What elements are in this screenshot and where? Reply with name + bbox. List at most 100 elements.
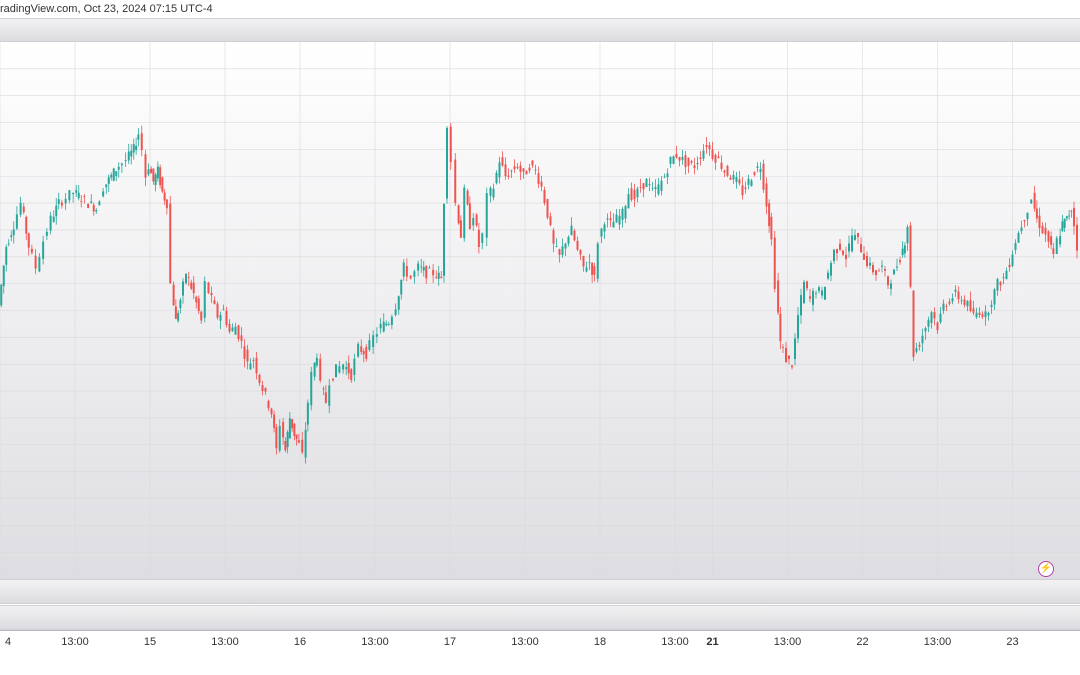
candle-down	[687, 157, 690, 166]
candle-up	[95, 210, 98, 212]
candle-down	[1047, 231, 1050, 242]
candle-up	[379, 323, 382, 329]
candle-up	[645, 178, 648, 188]
lightning-icon[interactable]: ⚡	[1038, 561, 1054, 577]
candle-down	[258, 374, 261, 384]
candle-down	[537, 173, 540, 184]
candle-down	[978, 312, 981, 315]
candle-down	[324, 392, 327, 403]
candle-down	[501, 157, 504, 166]
candle-down	[362, 351, 365, 355]
candle-up	[672, 156, 675, 164]
x-tick-label: 13:00	[923, 636, 952, 648]
candle-down	[322, 388, 325, 390]
candle-up	[15, 214, 18, 229]
candle-up	[1055, 238, 1058, 254]
candle-up	[627, 194, 630, 209]
candle-up	[394, 309, 397, 315]
candle-up	[797, 315, 799, 339]
candle-up	[735, 176, 738, 183]
candle-up	[77, 192, 80, 199]
candle-up	[315, 357, 318, 366]
candle-down	[34, 255, 37, 269]
candle-up	[288, 418, 291, 439]
candle-down	[909, 225, 912, 287]
candle-up	[1005, 270, 1008, 280]
candle-down	[1023, 219, 1026, 222]
time-axis-line	[0, 630, 1080, 631]
candle-down	[878, 270, 880, 272]
candle-up	[328, 385, 331, 406]
candle-up	[182, 281, 184, 296]
candle-up	[666, 173, 669, 178]
candle-down	[788, 355, 790, 359]
candle-down	[449, 126, 452, 163]
candle-up	[249, 363, 252, 370]
candle-up	[750, 180, 753, 187]
candle-down	[477, 229, 480, 247]
candle-up	[345, 367, 348, 370]
candle-up	[72, 192, 75, 195]
candle-up	[993, 289, 996, 305]
candle-up	[1017, 232, 1020, 243]
candle-up	[286, 431, 289, 448]
candle-up	[124, 160, 127, 162]
candle-up	[903, 245, 906, 254]
candle-down	[267, 400, 270, 409]
candle-down	[726, 165, 729, 176]
candle-up	[64, 198, 67, 204]
candle-down	[516, 166, 519, 169]
candle-down	[765, 183, 768, 207]
candle-up	[304, 429, 307, 458]
candle-up	[219, 314, 222, 321]
candle-up	[893, 269, 895, 275]
x-tick-label: 13:00	[361, 636, 389, 648]
candle-down	[237, 325, 240, 339]
candle-up	[651, 188, 654, 190]
price-chart[interactable]	[0, 42, 1080, 579]
vertical-gridlines	[0, 42, 1013, 579]
candle-down	[738, 179, 741, 184]
candle-down	[454, 159, 457, 203]
candle-up	[234, 326, 237, 335]
candle-down	[806, 281, 808, 289]
candle-down	[912, 290, 915, 357]
x-tick-label: 16	[293, 636, 307, 648]
candle-up	[1014, 243, 1017, 250]
candle-down	[936, 322, 939, 331]
candle-down	[642, 183, 645, 190]
candle-up	[75, 190, 78, 193]
x-tick-label: 13:00	[661, 636, 689, 648]
candle-up	[55, 205, 58, 217]
candle-down	[741, 185, 744, 196]
candle-down	[261, 385, 264, 391]
candle-up	[156, 166, 159, 179]
candle-up	[800, 295, 802, 316]
candle-up	[851, 235, 853, 252]
candle-up	[696, 162, 699, 165]
x-tick-label: 13:00	[61, 636, 89, 648]
candle-down	[432, 269, 435, 276]
candle-up	[803, 282, 805, 304]
candle-down	[252, 360, 255, 361]
candle-up	[915, 348, 918, 352]
candle-up	[1002, 277, 1005, 279]
candle-down	[705, 145, 708, 148]
candle-down	[213, 300, 216, 304]
candle-down	[275, 427, 278, 449]
candle-up	[975, 312, 978, 318]
candle-down	[609, 218, 612, 221]
candle-down	[845, 254, 847, 260]
candle-up	[561, 246, 564, 255]
candle-down	[690, 161, 693, 163]
candle-up	[357, 343, 360, 357]
candle-down	[528, 167, 531, 171]
candle-down	[25, 216, 28, 234]
candle-up	[375, 334, 378, 337]
candle-down	[144, 154, 147, 178]
candle-up	[942, 303, 945, 311]
candle-down	[1073, 207, 1075, 227]
candle-up	[960, 300, 963, 302]
candle-up	[222, 309, 225, 311]
candle-down	[582, 255, 585, 267]
